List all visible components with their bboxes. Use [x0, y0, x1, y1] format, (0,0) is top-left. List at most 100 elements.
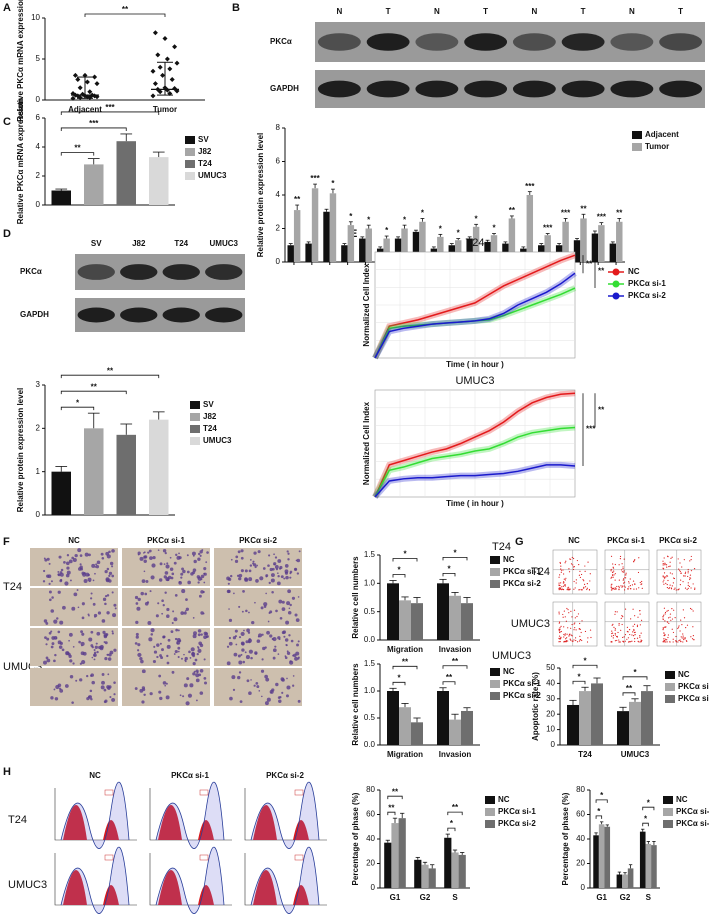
event — [621, 571, 623, 573]
event — [666, 621, 669, 623]
event — [689, 577, 692, 579]
event — [687, 584, 689, 586]
event — [633, 559, 636, 561]
blot-band — [162, 307, 200, 323]
cell — [283, 577, 286, 580]
event — [558, 613, 560, 615]
y-tick-label: 0 — [36, 95, 41, 104]
y-axis-label: Normalized Cell Index — [362, 401, 371, 485]
event — [668, 565, 670, 568]
cell — [144, 601, 149, 606]
event — [671, 573, 673, 575]
y-tick-label: 0 — [276, 257, 281, 266]
event — [662, 629, 664, 631]
legend-swatch — [490, 556, 500, 564]
cell — [185, 701, 190, 706]
event — [666, 583, 668, 586]
bar — [411, 603, 423, 640]
cell — [190, 572, 194, 576]
cell — [280, 575, 284, 579]
event — [625, 577, 627, 579]
cell — [182, 695, 185, 698]
event — [669, 613, 672, 615]
cell — [297, 640, 300, 643]
cell — [68, 559, 73, 564]
significance-bracket — [442, 556, 468, 561]
event — [693, 638, 695, 641]
blot-band — [610, 33, 654, 51]
significance-label: *** — [597, 213, 607, 222]
cell — [157, 602, 160, 605]
significance-bracket — [60, 127, 127, 131]
cell — [271, 637, 274, 641]
y-axis-label: Relative cell numbers — [351, 556, 360, 639]
event — [680, 641, 682, 643]
cell — [174, 637, 178, 641]
point — [70, 95, 76, 101]
event — [583, 580, 585, 582]
event — [684, 637, 686, 639]
cell — [178, 581, 182, 585]
cell — [197, 645, 199, 648]
event — [565, 560, 567, 562]
x-tick-label: Migration — [387, 645, 423, 654]
cell — [65, 573, 70, 578]
event — [579, 570, 581, 572]
event — [614, 613, 616, 615]
significance-label: ** — [580, 204, 587, 213]
event — [670, 587, 673, 589]
event — [663, 577, 666, 579]
y-tick-label: 6 — [276, 157, 281, 166]
cell — [235, 555, 239, 559]
event — [667, 617, 670, 619]
event — [693, 568, 696, 570]
y-tick-label: 0 — [551, 740, 556, 749]
blot-band — [77, 264, 115, 280]
cell — [92, 579, 95, 582]
cell — [289, 576, 292, 579]
cell — [107, 657, 112, 661]
event — [587, 561, 589, 563]
event — [622, 579, 624, 581]
cell — [141, 686, 146, 690]
bar — [579, 691, 591, 745]
cell — [157, 549, 160, 551]
event — [559, 561, 561, 564]
cell — [77, 606, 80, 609]
x-tick-label: G1 — [596, 893, 607, 902]
event — [618, 622, 620, 625]
event — [558, 584, 560, 587]
bar — [411, 722, 423, 745]
cell — [250, 656, 253, 660]
cell — [227, 582, 230, 585]
event — [667, 609, 669, 612]
cell — [60, 578, 63, 582]
event — [640, 619, 643, 621]
cell — [69, 675, 74, 679]
cell — [298, 550, 301, 553]
event — [565, 641, 567, 643]
cell — [243, 629, 245, 632]
significance-label: *** — [525, 182, 535, 191]
legend-label: Adjacent — [645, 130, 679, 139]
cell — [69, 579, 72, 582]
event — [560, 565, 562, 567]
cell — [189, 683, 194, 688]
cell — [292, 675, 295, 677]
chart-title: UMUC3 — [455, 375, 494, 387]
cell — [75, 679, 78, 682]
cell — [197, 552, 201, 556]
cell — [183, 683, 188, 688]
event — [666, 610, 668, 612]
event — [632, 631, 634, 633]
y-tick-label: 0 — [371, 883, 376, 892]
event — [564, 579, 567, 581]
event — [610, 568, 612, 571]
event — [563, 610, 565, 612]
point — [152, 30, 158, 36]
cell — [63, 561, 66, 564]
event — [623, 582, 625, 584]
cell — [162, 681, 167, 685]
event — [611, 630, 613, 632]
event — [690, 559, 692, 561]
